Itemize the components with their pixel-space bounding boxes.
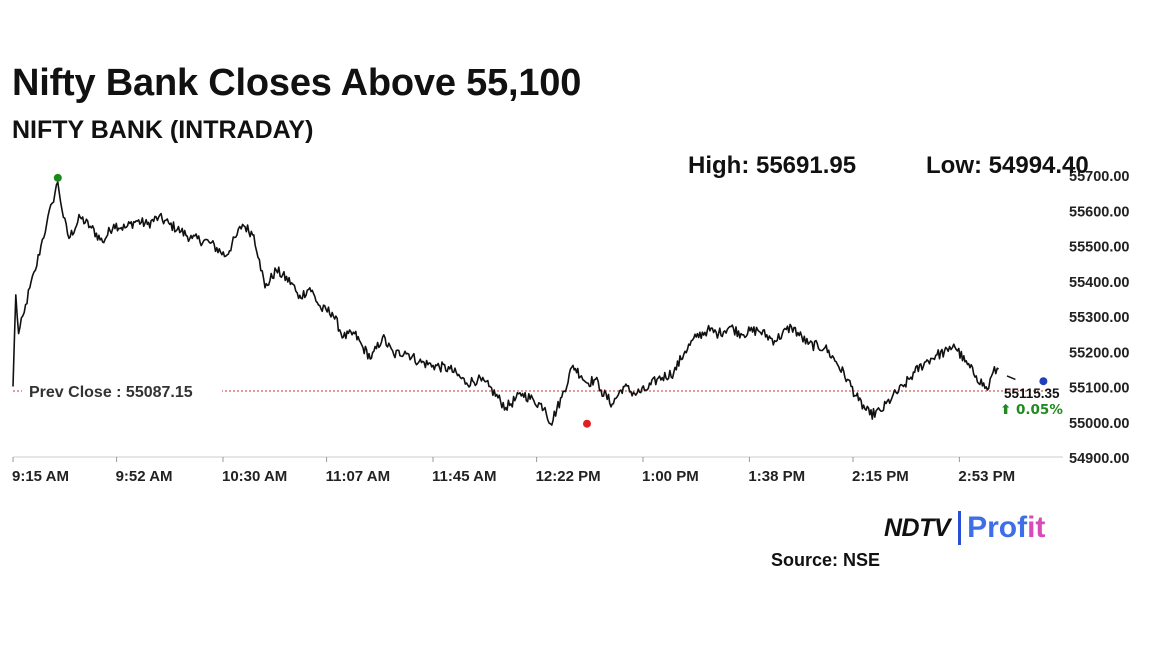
- low-point-marker: [583, 419, 591, 428]
- low-value-label: Low: 54994.40: [926, 152, 1089, 179]
- x-tick-label: 2:15 PM: [852, 468, 909, 485]
- y-tick-label: 54900.00: [1069, 451, 1129, 467]
- x-tick-label: 11:45 AM: [432, 468, 496, 485]
- x-tick-label: 9:52 AM: [116, 468, 173, 485]
- source-label: Source: NSE: [771, 550, 881, 570]
- y-tick-label: 55400.00: [1069, 275, 1129, 291]
- last-point-marker: [1039, 377, 1048, 386]
- logo-divider: [958, 511, 962, 545]
- y-tick-label: 55100.00: [1069, 381, 1129, 397]
- price-line-tail: [1006, 375, 1016, 381]
- last-value-label: 55115.35: [1004, 386, 1060, 401]
- y-tick-label: 55200.00: [1069, 345, 1129, 361]
- logo-profit-main: Prof: [967, 511, 1028, 544]
- x-tick-label: 9:15 AM: [12, 468, 69, 485]
- y-tick-label: 55300.00: [1069, 310, 1129, 326]
- ndtv-profit-logo: NDTV Profit: [884, 510, 1045, 546]
- high-point-marker: [53, 173, 62, 182]
- chart-subtitle: NIFTY BANK (INTRADAY): [12, 116, 314, 144]
- logo-profit-text: Profit: [967, 511, 1045, 545]
- price-line-series: [12, 181, 999, 426]
- high-value-label: High: 55691.95: [688, 152, 857, 179]
- x-tick-label: 11:07 AM: [326, 468, 390, 485]
- y-tick-label: 55000.00: [1069, 416, 1129, 432]
- x-tick-label: 2:53 PM: [958, 468, 1015, 485]
- logo-profit-accent: it: [1027, 511, 1046, 544]
- y-tick-label: 55700.00: [1069, 169, 1129, 185]
- chart-title: Nifty Bank Closes Above 55,100: [12, 62, 582, 104]
- prev-close-label: Prev Close : 55087.15: [29, 384, 193, 401]
- prev-close-label-bg: [22, 379, 222, 402]
- y-tick-label: 55500.00: [1069, 240, 1129, 256]
- x-tick-label: 1:00 PM: [642, 468, 699, 485]
- logo-ndtv-text: NDTV: [884, 513, 951, 542]
- change-percent-label: ⬆ 0.05%: [1000, 402, 1063, 418]
- x-tick-label: 10:30 AM: [222, 468, 287, 485]
- x-tick-label: 1:38 PM: [748, 468, 805, 485]
- x-tick-label: 12:22 PM: [536, 468, 601, 485]
- y-tick-label: 55600.00: [1069, 204, 1129, 220]
